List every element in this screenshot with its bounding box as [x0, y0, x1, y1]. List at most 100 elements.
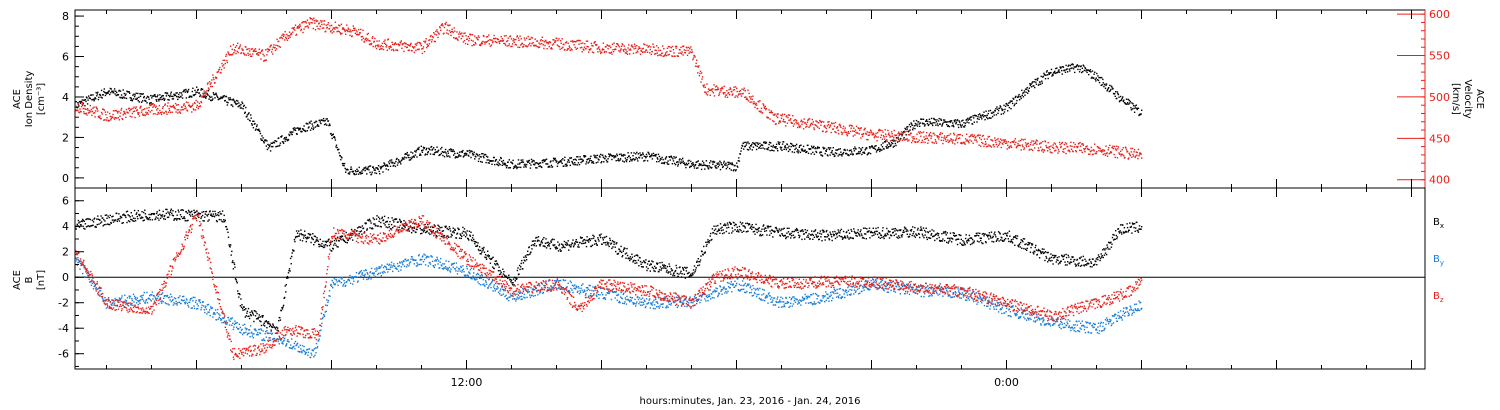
- data-point: [379, 166, 381, 168]
- data-point: [254, 122, 256, 125]
- data-point: [1116, 91, 1119, 93]
- data-point: [436, 230, 439, 232]
- data-point: [945, 121, 947, 123]
- data-point: [981, 118, 983, 120]
- data-point: [552, 244, 555, 247]
- data-point: [95, 225, 97, 228]
- data-point: [582, 159, 584, 161]
- data-point: [171, 111, 174, 113]
- data-point: [89, 225, 91, 228]
- data-point: [322, 119, 324, 122]
- data-point: [752, 103, 755, 105]
- data-point: [698, 65, 700, 67]
- data-point: [214, 93, 217, 95]
- data-point: [757, 107, 759, 110]
- data-point: [136, 109, 138, 112]
- data-point: [626, 53, 629, 55]
- data-point: [464, 154, 466, 156]
- density-tick-label: 2: [62, 131, 69, 144]
- data-point: [929, 121, 931, 123]
- data-point: [1101, 151, 1103, 153]
- data-point: [737, 94, 739, 96]
- data-point: [259, 316, 262, 318]
- data-point: [565, 241, 567, 244]
- data-point: [773, 114, 776, 116]
- data-point: [716, 162, 718, 164]
- data-point: [252, 127, 255, 129]
- data-point: [346, 29, 348, 31]
- data-point: [136, 212, 138, 214]
- data-point: [913, 125, 915, 127]
- data-point: [271, 51, 273, 53]
- data-point: [103, 90, 105, 93]
- data-point: [229, 54, 231, 56]
- data-point: [1051, 73, 1054, 76]
- data-point: [717, 163, 719, 165]
- data-point: [129, 110, 131, 112]
- data-point: [535, 45, 537, 47]
- data-point: [1076, 145, 1078, 148]
- data-point: [511, 162, 513, 164]
- data-point: [996, 146, 999, 148]
- data-point: [1038, 149, 1040, 152]
- data-point: [584, 242, 586, 244]
- data-point: [470, 156, 472, 159]
- data-point: [940, 119, 942, 121]
- data-point: [195, 217, 197, 220]
- data-point: [208, 81, 211, 83]
- data-point: [531, 160, 534, 163]
- data-point: [1126, 103, 1128, 105]
- data-point: [600, 162, 602, 164]
- data-point: [400, 40, 402, 42]
- data-point: [579, 241, 581, 244]
- data-point: [170, 91, 172, 93]
- data-point: [934, 139, 937, 141]
- data-point: [622, 155, 624, 157]
- data-point: [1048, 147, 1050, 149]
- data-point: [409, 226, 411, 228]
- data-point: [767, 117, 770, 119]
- data-point: [1084, 67, 1087, 70]
- data-point: [130, 99, 132, 101]
- data-point: [210, 82, 212, 84]
- data-point: [1055, 67, 1057, 70]
- data-point: [952, 142, 954, 144]
- data-point: [461, 235, 463, 237]
- data-point: [501, 275, 503, 277]
- data-point: [895, 134, 898, 136]
- data-point: [290, 263, 292, 265]
- data-point: [118, 89, 121, 92]
- data-point: [174, 107, 176, 110]
- data-point: [1044, 74, 1046, 76]
- data-point: [608, 52, 610, 54]
- data-point: [617, 43, 619, 45]
- data-point: [146, 112, 149, 114]
- data-point: [824, 152, 826, 155]
- data-point: [200, 216, 203, 218]
- data-point: [416, 148, 419, 151]
- data-point: [1013, 141, 1015, 144]
- data-point: [414, 43, 417, 45]
- data-point: [719, 160, 721, 162]
- data-point: [231, 48, 233, 51]
- data-point: [691, 51, 694, 53]
- data-point: [96, 95, 98, 97]
- data-point: [548, 41, 550, 44]
- data-point: [383, 163, 386, 165]
- data-point: [320, 21, 323, 23]
- data-point: [126, 210, 129, 212]
- data-point: [485, 41, 487, 43]
- data-point: [507, 37, 509, 39]
- data-point: [84, 228, 86, 230]
- data-point: [255, 318, 258, 320]
- data-point: [208, 88, 210, 90]
- data-point: [1037, 77, 1039, 80]
- data-point: [885, 140, 887, 142]
- data-point: [126, 221, 128, 224]
- data-point: [874, 135, 876, 138]
- data-point: [343, 28, 345, 30]
- data-point: [494, 263, 496, 265]
- data-point: [1014, 143, 1016, 146]
- data-point: [181, 94, 183, 96]
- data-point: [446, 155, 448, 158]
